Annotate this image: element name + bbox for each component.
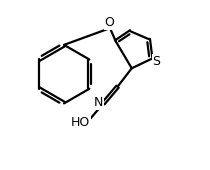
Text: S: S xyxy=(152,55,160,68)
Text: HO: HO xyxy=(71,116,90,129)
Text: O: O xyxy=(105,16,115,29)
Text: N: N xyxy=(94,96,103,109)
